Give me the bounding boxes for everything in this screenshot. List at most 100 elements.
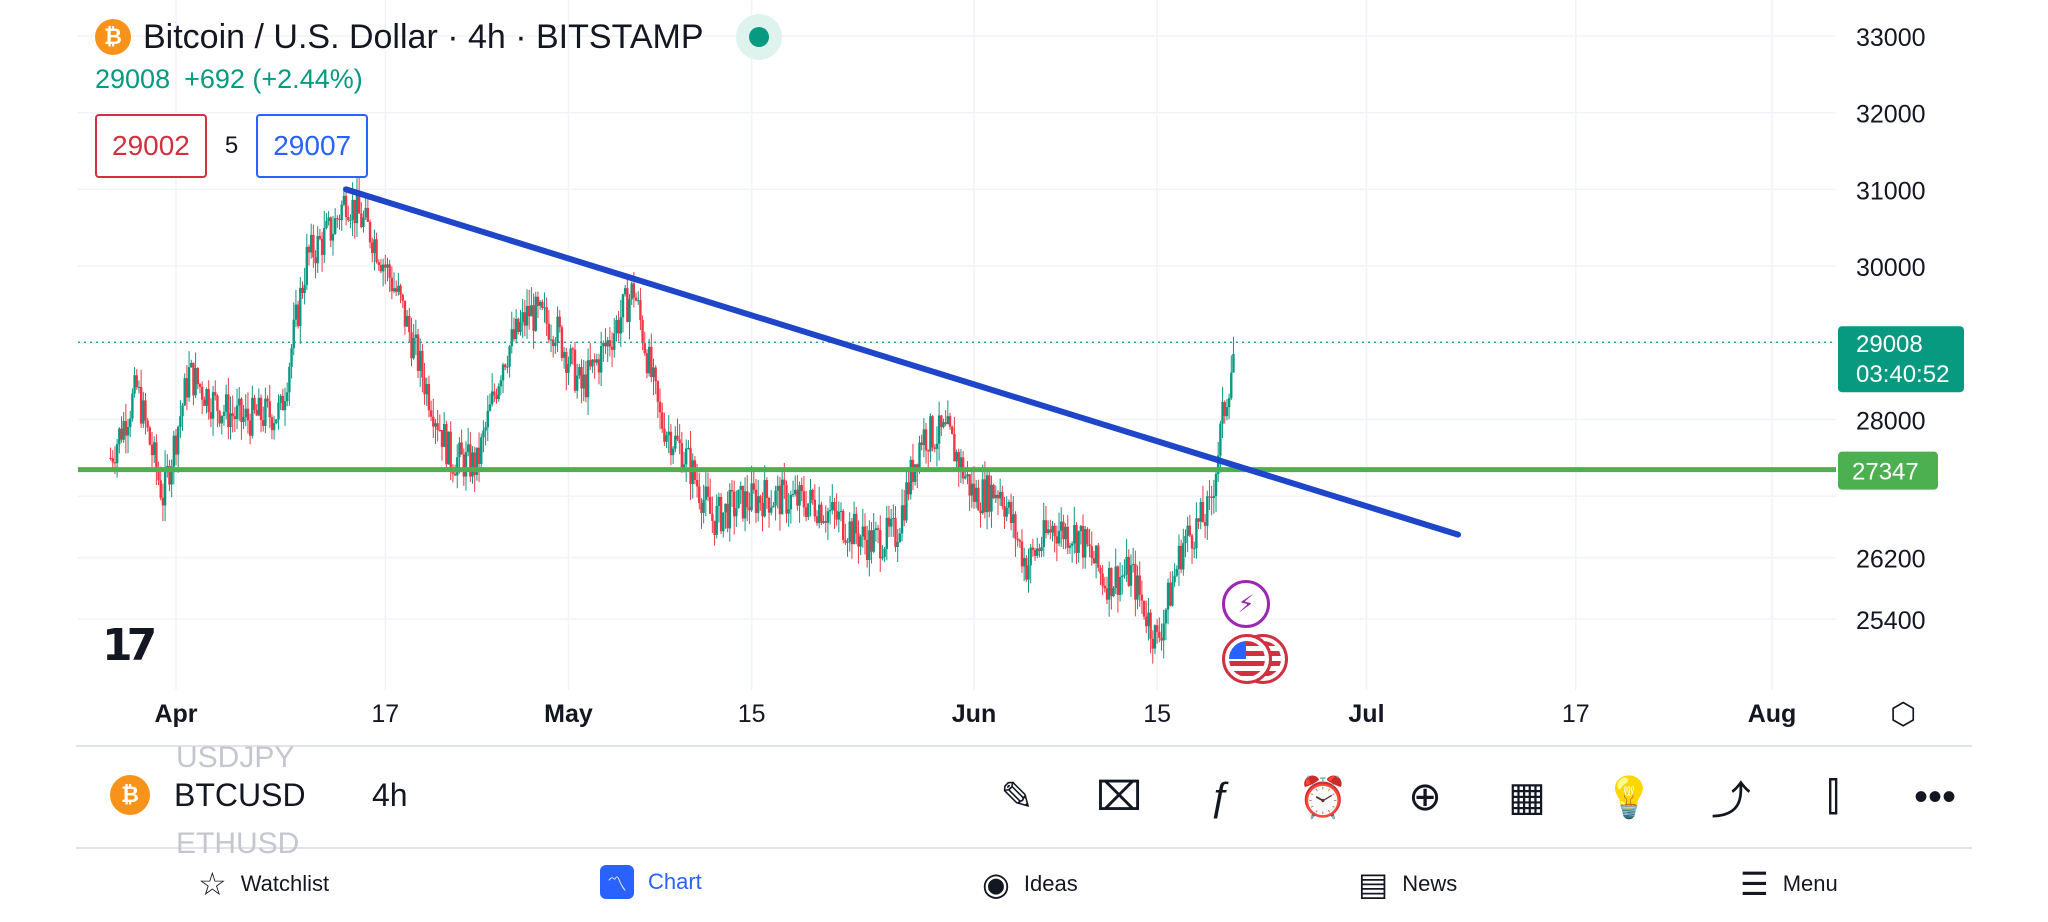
- candle-body: [397, 285, 400, 292]
- candle-body: [615, 320, 618, 334]
- candle-body: [617, 320, 620, 334]
- clear-drawings-button[interactable]: ⌧: [1095, 775, 1143, 819]
- candle-body: [458, 442, 461, 458]
- candle-body: [283, 401, 287, 411]
- alert-button[interactable]: ⏰: [1298, 775, 1348, 820]
- candle-body: [1060, 521, 1063, 531]
- candle-body: [549, 339, 553, 341]
- candle-body: [593, 359, 596, 363]
- draw-tool-button[interactable]: ✎: [1000, 775, 1034, 819]
- nav-menu[interactable]: ☰ Menu: [1740, 865, 1838, 903]
- chart-type-button[interactable]: ⫿: [1826, 774, 1840, 819]
- nav-news[interactable]: ▤ News: [1358, 865, 1457, 903]
- candle-body: [279, 395, 282, 403]
- candle-body: [179, 416, 182, 428]
- share-button[interactable]: ⤴: [1711, 779, 1751, 823]
- candle-body: [329, 217, 333, 241]
- nav-menu-label: Menu: [1782, 871, 1838, 896]
- candle-body: [440, 430, 444, 447]
- candle-body: [366, 207, 370, 222]
- candle-body: [634, 297, 638, 301]
- candle-body: [482, 430, 485, 438]
- candle-body: [874, 528, 878, 530]
- candle-body: [504, 364, 507, 368]
- time-axis-label: Jun: [952, 700, 996, 728]
- candle-body: [613, 333, 616, 350]
- chart-area[interactable]: 33000 32000 31000 30000 28000 26200 25400 29008…: [0, 0, 2048, 745]
- candle-body: [1051, 525, 1054, 533]
- candle-body: [1173, 575, 1176, 583]
- tradingview-logo[interactable]: 17: [102, 620, 157, 671]
- candle-body: [480, 437, 483, 465]
- candle-body: [765, 480, 769, 498]
- candle-body: [216, 395, 219, 412]
- indicators-button[interactable]: ƒ: [1209, 774, 1233, 819]
- sell-price-button[interactable]: 29002: [95, 114, 207, 178]
- candle-body: [988, 475, 991, 512]
- candle-body: [416, 334, 420, 371]
- symbol-selector[interactable]: ₿ BTCUSD: [110, 775, 306, 815]
- candle-body: [817, 504, 821, 524]
- us-flag-event-icon[interactable]: [1222, 634, 1272, 684]
- candle-body: [713, 520, 716, 535]
- quote-line: 29008 +692 (+2.44%): [95, 64, 363, 95]
- candle-body: [948, 416, 952, 427]
- candle-body: [946, 416, 950, 425]
- candle-body: [176, 427, 180, 455]
- candle-body: [940, 415, 943, 428]
- nav-chart[interactable]: 〽 Chart: [600, 865, 702, 899]
- candle-body: [405, 315, 409, 327]
- candle-body: [676, 435, 679, 440]
- candle-body: [667, 431, 670, 436]
- candle-body: [743, 491, 747, 519]
- candle-body: [927, 450, 930, 452]
- layouts-button[interactable]: ▦: [1508, 775, 1546, 819]
- candle-body: [791, 493, 795, 495]
- candle-body: [517, 318, 520, 333]
- candle-body: [959, 457, 963, 470]
- settings-hexagon-icon[interactable]: ⬡: [1890, 698, 1917, 731]
- timeframe-button[interactable]: 4h: [372, 777, 408, 813]
- nav-watchlist[interactable]: ☆ Watchlist: [198, 865, 329, 903]
- candle-body: [488, 404, 492, 411]
- candle-body: [942, 422, 945, 428]
- candle-body: [360, 213, 363, 228]
- candle-body: [187, 367, 191, 398]
- bid-ask-panel: 29002 5 29007: [95, 114, 369, 178]
- bitcoin-icon: ₿: [95, 19, 131, 55]
- candle-body: [235, 405, 239, 420]
- candle-body: [255, 409, 258, 416]
- ideas-button[interactable]: 💡: [1604, 775, 1654, 820]
- more-button[interactable]: •••: [1913, 774, 1956, 819]
- candle-body: [373, 239, 376, 254]
- price-chart[interactable]: 33000 32000 31000 30000 28000 26200 25400 29008…: [0, 0, 2048, 745]
- candle-body: [327, 217, 330, 221]
- candle-body: [591, 359, 594, 367]
- price-change: +692 (+2.44%): [184, 64, 363, 94]
- time-axis-label: 17: [371, 700, 399, 728]
- candle-body: [312, 234, 315, 258]
- level-price-tag: 27347: [1838, 451, 1938, 490]
- candle-body: [1138, 575, 1141, 595]
- nav-ideas[interactable]: ◉ Ideas: [982, 865, 1078, 903]
- candle-body: [1027, 565, 1030, 580]
- candle-body: [680, 443, 684, 471]
- candle-body: [953, 433, 956, 462]
- symbol-header[interactable]: ₿ Bitcoin / U.S. Dollar · 4h · BITSTAMP: [95, 14, 782, 60]
- candle-body: [759, 496, 762, 503]
- buy-price-button[interactable]: 29007: [256, 114, 369, 178]
- candle-body: [1105, 588, 1109, 600]
- candle-body: [436, 423, 439, 430]
- add-button[interactable]: ⊕: [1408, 775, 1442, 819]
- candle-body: [643, 343, 646, 354]
- candle-body: [1086, 529, 1089, 545]
- event-bolt-icon[interactable]: ⚡: [1222, 580, 1270, 628]
- candle-body: [200, 386, 204, 400]
- candle-body: [562, 352, 566, 358]
- candle-body: [575, 375, 579, 391]
- candle-body: [689, 447, 692, 484]
- candle-body: [1118, 576, 1122, 595]
- candle-body: [257, 397, 261, 416]
- spread-value: 5: [224, 132, 239, 159]
- candle-body: [445, 424, 448, 465]
